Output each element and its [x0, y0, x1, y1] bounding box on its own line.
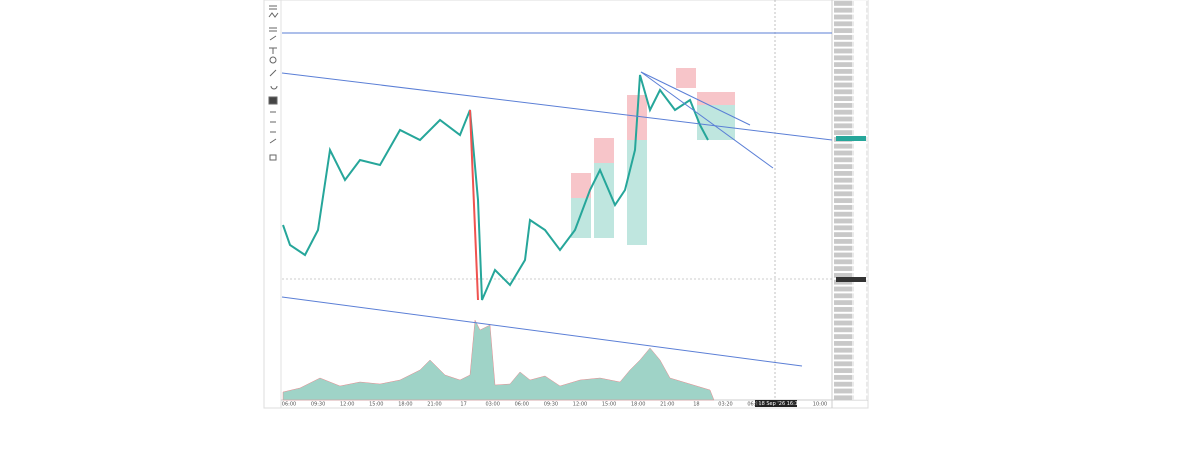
- crosshair-price-tag: [836, 277, 866, 282]
- drop-candle: [469, 109, 479, 301]
- time-label: 09:30: [544, 402, 558, 408]
- position-boxes[interactable]: [571, 68, 735, 245]
- time-label: 06:00: [515, 402, 529, 408]
- crosshair-time-label: Fri 18 Sep '26 16:15: [751, 401, 801, 407]
- toolbar[interactable]: [268, 5, 279, 161]
- crosshair-time-tag: [755, 400, 797, 407]
- time-label: 06:00: [747, 402, 761, 408]
- volume: [282, 319, 715, 401]
- time-label: 18:00: [631, 402, 645, 408]
- window: [263, 0, 869, 409]
- time-label: 15:00: [369, 402, 383, 408]
- time-label: 21:00: [427, 402, 441, 408]
- time-label: 06:00: [282, 402, 296, 408]
- time-label: 03:00: [485, 402, 499, 408]
- time-label: 17: [460, 402, 466, 408]
- time-label: 21:00: [660, 402, 674, 408]
- time-label: 10:00: [813, 402, 827, 408]
- time-label: 18:00: [398, 402, 412, 408]
- time-label: 12:00: [573, 402, 587, 408]
- time-label: 03:20: [718, 402, 732, 408]
- trend-lines[interactable]: [281, 32, 833, 367]
- price-axis-fade: [852, 0, 868, 400]
- price-series: [282, 74, 709, 301]
- last-price-tag: [836, 136, 866, 141]
- time-label: 12:00: [340, 402, 354, 408]
- time-label: 15:00: [602, 402, 616, 408]
- time-label: 09:30: [311, 402, 325, 408]
- time-label: 18: [693, 402, 699, 408]
